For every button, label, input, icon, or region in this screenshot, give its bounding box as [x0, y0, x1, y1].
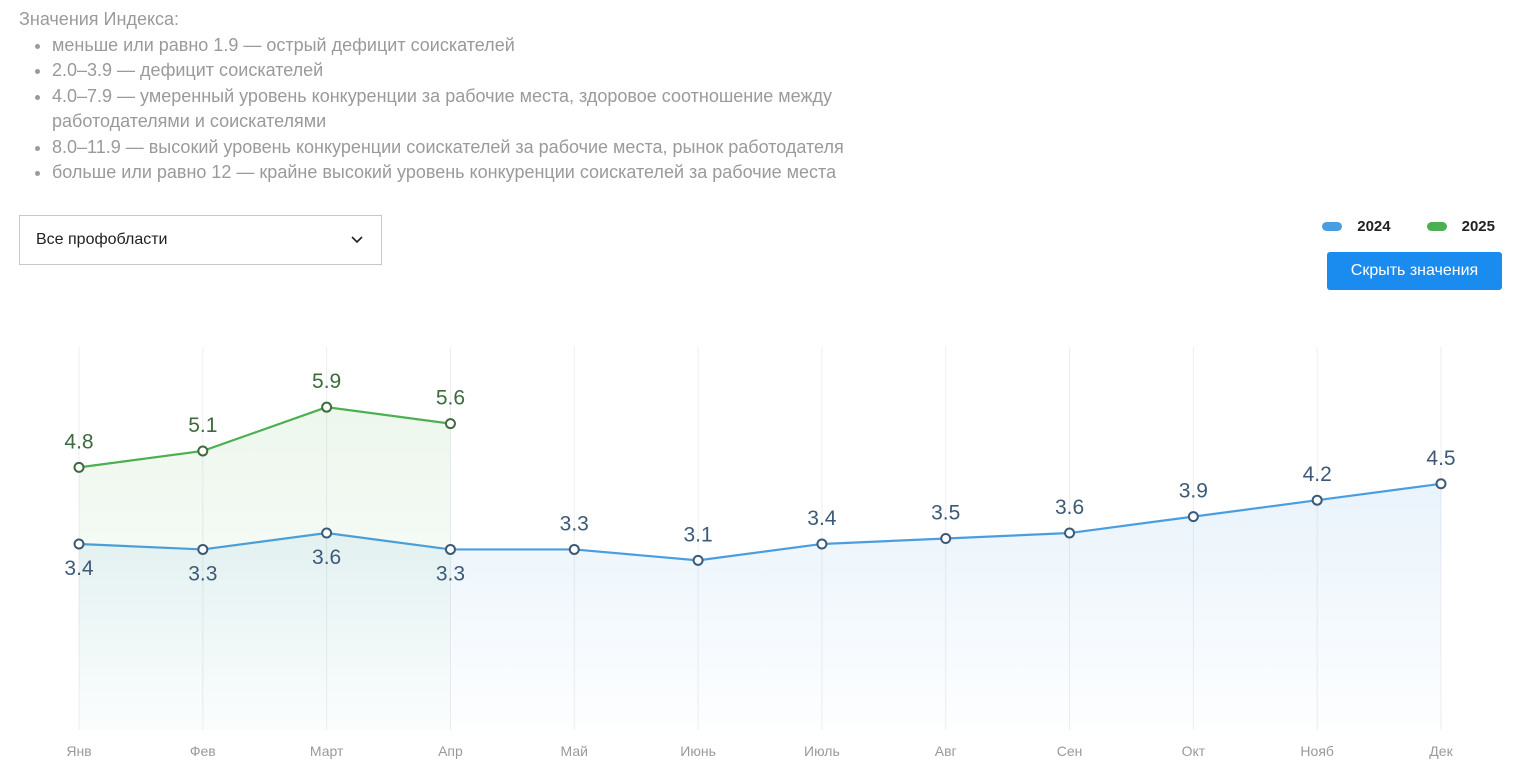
data-label: 5.6 — [436, 387, 465, 410]
data-point — [1064, 527, 1076, 539]
dropdown[interactable]: Все профобласти — [19, 215, 382, 265]
data-point — [321, 401, 333, 413]
x-tick-label: Окт — [1182, 743, 1206, 759]
x-tick-label: Нояб — [1300, 743, 1334, 759]
legend-swatch — [1322, 222, 1343, 231]
data-point — [73, 461, 85, 473]
data-point — [568, 543, 580, 555]
x-tick-label: Март — [310, 743, 344, 759]
data-point — [73, 538, 85, 550]
intro-item: больше или равно 12 — крайне высокий уро… — [52, 160, 952, 186]
data-point — [1311, 494, 1323, 506]
data-label: 3.5 — [931, 502, 960, 525]
data-point — [321, 527, 333, 539]
data-label: 3.6 — [1055, 496, 1084, 519]
legend-item: 2024 — [1322, 218, 1391, 235]
data-label: 3.3 — [560, 512, 589, 535]
data-point — [1187, 511, 1199, 523]
data-label: 5.1 — [188, 414, 217, 437]
chevron — [351, 236, 363, 244]
x-tick-label: Июнь — [680, 743, 716, 759]
x-tick-label: Апр — [438, 743, 463, 759]
data-point — [1435, 478, 1447, 490]
intro-title: Значения Индекса: — [19, 9, 180, 29]
data-point — [816, 538, 828, 550]
data-label: 3.1 — [683, 523, 712, 546]
legend-label: 2024 — [1357, 218, 1391, 235]
intro-item: 8.0–11.9 — высокий уровень конкуренции с… — [52, 135, 952, 161]
index-legend: Значения Индекса: меньше или равно 1.9 —… — [19, 7, 952, 186]
legend: 2024 2025 — [1322, 218, 1495, 235]
intro-item: меньше или равно 1.9 — острый дефицит со… — [52, 33, 952, 59]
data-label: 3.4 — [807, 507, 837, 530]
x-tick-label: Авг — [935, 743, 957, 759]
data-label: 3.9 — [1179, 480, 1208, 503]
intro-list: меньше или равно 1.9 — острый дефицит со… — [19, 33, 952, 186]
data-point — [692, 554, 704, 566]
x-tick-label: Июль — [804, 743, 840, 759]
toggle-values-button[interactable]: Скрыть значения — [1327, 252, 1502, 290]
data-point — [444, 543, 456, 555]
x-tick-label: Янв — [66, 743, 91, 759]
intro-item: 2.0–3.9 — дефицит соискателей — [52, 58, 952, 84]
data-label: 3.4 — [64, 557, 94, 580]
data-label: 4.2 — [1303, 463, 1332, 486]
legend-item: 2025 — [1426, 218, 1495, 235]
data-label: 4.5 — [1426, 447, 1455, 470]
x-tick-label: Фев — [190, 743, 216, 759]
series-line — [78, 406, 451, 469]
x-tick-label: Сен — [1057, 743, 1083, 759]
data-label: 3.3 — [188, 562, 217, 585]
data-point — [444, 418, 456, 430]
data-point — [197, 543, 209, 555]
data-point — [197, 445, 209, 457]
legend-label: 2025 — [1461, 218, 1495, 235]
data-point — [940, 533, 952, 544]
data-label: 4.8 — [64, 430, 93, 453]
data-label: 3.3 — [436, 562, 465, 585]
intro-item: 4.0–7.9 — умеренный уровень конкуренции … — [52, 84, 952, 135]
dropdown-value: Все профобласти — [36, 231, 168, 248]
series-area — [79, 407, 451, 730]
data-label: 3.6 — [312, 546, 341, 569]
x-tick-label: Дек — [1429, 743, 1453, 759]
legend-swatch — [1426, 222, 1447, 231]
data-label: 5.9 — [312, 370, 341, 393]
x-tick-label: Май — [561, 743, 588, 759]
